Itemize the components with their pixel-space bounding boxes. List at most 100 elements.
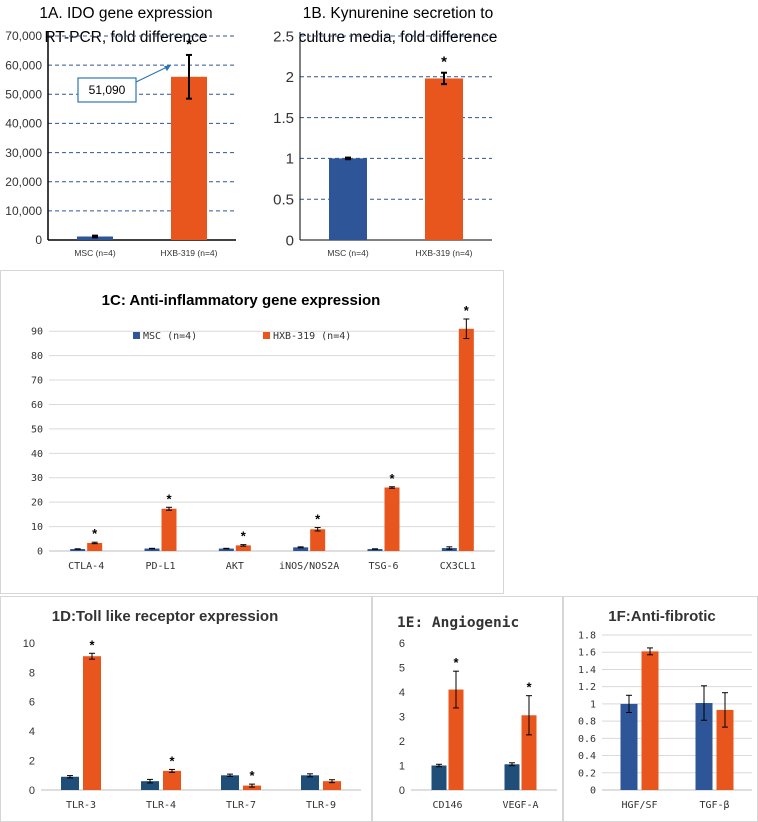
x-tick-label: CTLA-4 [68, 561, 104, 572]
y-tick-label: 10 [31, 522, 43, 533]
y-tick-label: 2 [29, 755, 35, 767]
bar [70, 549, 86, 551]
chart-title: 1D:Toll like receptor expression [52, 608, 278, 625]
legend-swatch [133, 332, 140, 339]
y-tick-label: 0 [37, 547, 43, 558]
y-tick-label: 0 [399, 785, 405, 797]
y-tick-label: 0 [590, 786, 596, 797]
y-tick-label: 40,000 [5, 117, 42, 131]
x-tick-label: VEGF-A [502, 800, 538, 811]
significance-marker: * [441, 54, 447, 71]
y-tick-label: 6 [29, 697, 35, 709]
bar [425, 78, 463, 240]
bar [323, 781, 341, 790]
bar [301, 775, 319, 790]
y-tick-label: 50,000 [5, 87, 42, 101]
bar [61, 776, 79, 790]
significance-marker: * [453, 655, 459, 670]
chart-title-line: 1A. IDO gene expression [39, 5, 212, 22]
x-tick-label: MSC (n=4) [327, 248, 368, 258]
bar [716, 709, 734, 790]
y-tick-label: 90 [31, 327, 43, 338]
y-tick-label: 30 [31, 473, 43, 484]
y-tick-label: 1.2 [578, 682, 596, 693]
legend-swatch [263, 332, 270, 339]
y-tick-label: 1.8 [578, 631, 596, 642]
x-tick-label: PD-L1 [145, 561, 175, 572]
x-tick-label: iNOS/NOS2A [279, 561, 339, 572]
legend-label: MSC (n=4) [143, 331, 197, 342]
significance-marker: * [526, 680, 532, 695]
bar [218, 548, 234, 551]
y-tick-label: 4 [29, 726, 35, 738]
annotation-label: 51,090 [89, 83, 126, 97]
panel-1d: 1D:Toll like receptor expression 0 2 4 6 8 10 T… [0, 596, 372, 822]
x-tick-label: HXB-319 (n=4) [416, 248, 473, 258]
y-tick-label: 0.4 [578, 751, 596, 762]
y-tick-label: 50 [31, 424, 43, 435]
y-tick-label: 0.5 [273, 191, 294, 208]
bar [384, 487, 400, 551]
y-tick-label: 60 [31, 400, 43, 411]
significance-marker: * [249, 768, 255, 783]
chart-title: 1E: Angiogenic [397, 615, 519, 631]
panel-1c: 1C: Anti-inflammatory gene expression 0 10… [0, 270, 504, 594]
panel-1b: 1B. Kynurenine secretion to culture media… [252, 0, 510, 262]
bar [641, 651, 659, 790]
y-tick-label: 40 [31, 449, 43, 460]
y-tick-label: 4 [399, 687, 405, 699]
x-tick-label: TLR-3 [66, 800, 96, 811]
legend-label: HXB-319 (n=4) [273, 331, 351, 342]
bar [367, 549, 383, 551]
panel-1a: 1A. IDO gene expression RT-PCR, fold diff… [0, 0, 252, 258]
bar [310, 529, 326, 551]
bar [171, 76, 207, 240]
y-tick-label: 10 [23, 638, 35, 650]
x-tick-label: TLR-4 [146, 800, 176, 811]
y-tick-label: 0 [35, 233, 42, 247]
chart-title-line: culture media, fold difference [299, 29, 498, 46]
chart-1d: 1D:Toll like receptor expression 0 2 4 6 8 10 T… [23, 608, 361, 811]
chart-title: 1C: Anti-inflammatory gene expression [102, 292, 381, 309]
significance-marker: * [169, 753, 175, 768]
bar [87, 542, 103, 551]
x-tick-label: TGF-β [699, 800, 729, 811]
x-tick-label: CD146 [432, 800, 462, 811]
annotation-box [77, 77, 137, 103]
panel-1e: 1E: Angiogenic 0 1 2 3 4 5 6 CD146 * VEGF-A * [372, 596, 563, 822]
y-tick-label: 2.5 [273, 28, 294, 45]
bar [161, 508, 177, 551]
chart-title-line: 1B. Kynurenine secretion to [303, 5, 493, 22]
bar [235, 545, 251, 551]
y-tick-label: 1.6 [578, 648, 596, 659]
y-tick-label: 1.4 [578, 665, 596, 676]
significance-marker: * [166, 491, 172, 506]
bar [83, 656, 101, 790]
x-tick-label: TLR-7 [226, 800, 256, 811]
bar [293, 547, 309, 551]
bar [221, 775, 239, 790]
y-tick-label: 30,000 [5, 146, 42, 160]
significance-marker: * [389, 471, 395, 486]
x-tick-label: TSG-6 [368, 561, 398, 572]
y-tick-label: 60,000 [5, 58, 42, 72]
y-tick-label: 0.2 [578, 768, 596, 779]
bar [329, 158, 367, 240]
y-tick-label: 1.5 [273, 110, 294, 127]
y-tick-label: 2 [399, 736, 405, 748]
y-tick-label: 1 [286, 151, 294, 168]
significance-marker: * [92, 526, 98, 541]
panel-1f: 1F:Anti-fibrotic 0 0.2 0.4 0.6 0.8 1 1.2 1.4 1.6 1… [563, 596, 758, 822]
y-tick-label: 80 [31, 351, 43, 362]
y-tick-label: 2 [286, 69, 294, 86]
y-tick-label: 70 [31, 376, 43, 387]
chart-title: 1F:Anti-fibrotic [608, 608, 715, 625]
y-tick-label: 0.6 [578, 734, 596, 745]
chart-1c: 1C: Anti-inflammatory gene expression 0 10… [31, 292, 495, 572]
bar [504, 764, 520, 790]
y-tick-label: 10,000 [5, 204, 42, 218]
significance-marker: * [186, 36, 192, 53]
y-tick-label: 5 [399, 662, 405, 674]
bar [144, 548, 160, 551]
x-tick-label: AKT [226, 561, 244, 572]
